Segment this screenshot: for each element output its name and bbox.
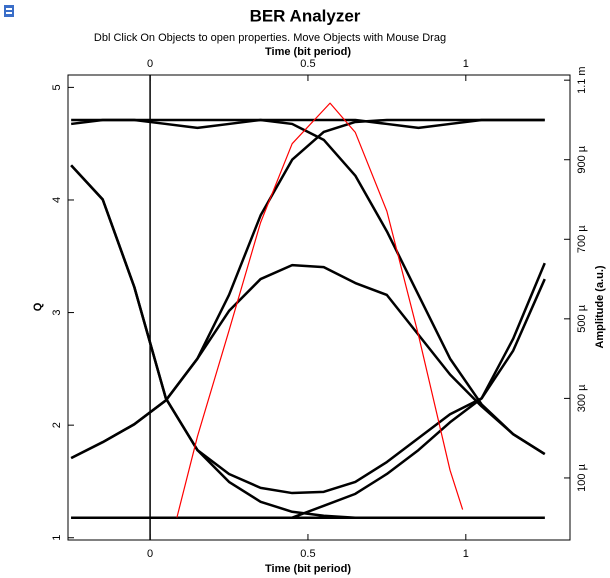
app-icon — [4, 5, 14, 17]
x-tick-label: 0.5 — [300, 548, 315, 560]
x2-tick-label: 0 — [147, 58, 153, 70]
y2-tick-label: 700 µ — [576, 225, 588, 253]
y2-tick-label: 100 µ — [576, 463, 588, 491]
x2-tick-label: 0.5 — [300, 58, 315, 70]
y2-tick-label: 1.1 m — [576, 66, 588, 94]
y-tick-label: 4 — [51, 197, 63, 203]
eye-trace — [71, 118, 546, 456]
y2-axis-label: Amplitude (a.u.) — [594, 265, 606, 348]
eye-trace — [71, 278, 546, 519]
x-axis-label: Time (bit period) — [265, 563, 351, 575]
eye-trace — [70, 164, 546, 495]
x2-axis-label: Time (bit period) — [265, 46, 351, 58]
subtitle: Dbl Click On Objects to open properties.… — [94, 32, 446, 44]
plot-frame — [67, 74, 571, 541]
y-tick-label: 2 — [51, 422, 63, 428]
eye-trace — [71, 118, 545, 130]
chart-title: BER Analyzer — [250, 6, 361, 25]
x-tick-label: 0 — [147, 548, 153, 560]
q-curve — [176, 102, 464, 518]
y-tick-label: 1 — [51, 535, 63, 541]
y2-tick-label: 300 µ — [576, 384, 588, 412]
y-axis-label: Q — [32, 302, 44, 311]
y-tick-label: 5 — [51, 84, 63, 90]
y2-tick-label: 500 µ — [576, 304, 588, 332]
y-tick-label: 3 — [51, 310, 63, 316]
y2-tick-label: 900 µ — [576, 145, 588, 173]
x2-tick-label: 1 — [463, 58, 469, 70]
x-tick-label: 1 — [463, 548, 469, 560]
eye-trace — [70, 263, 546, 460]
